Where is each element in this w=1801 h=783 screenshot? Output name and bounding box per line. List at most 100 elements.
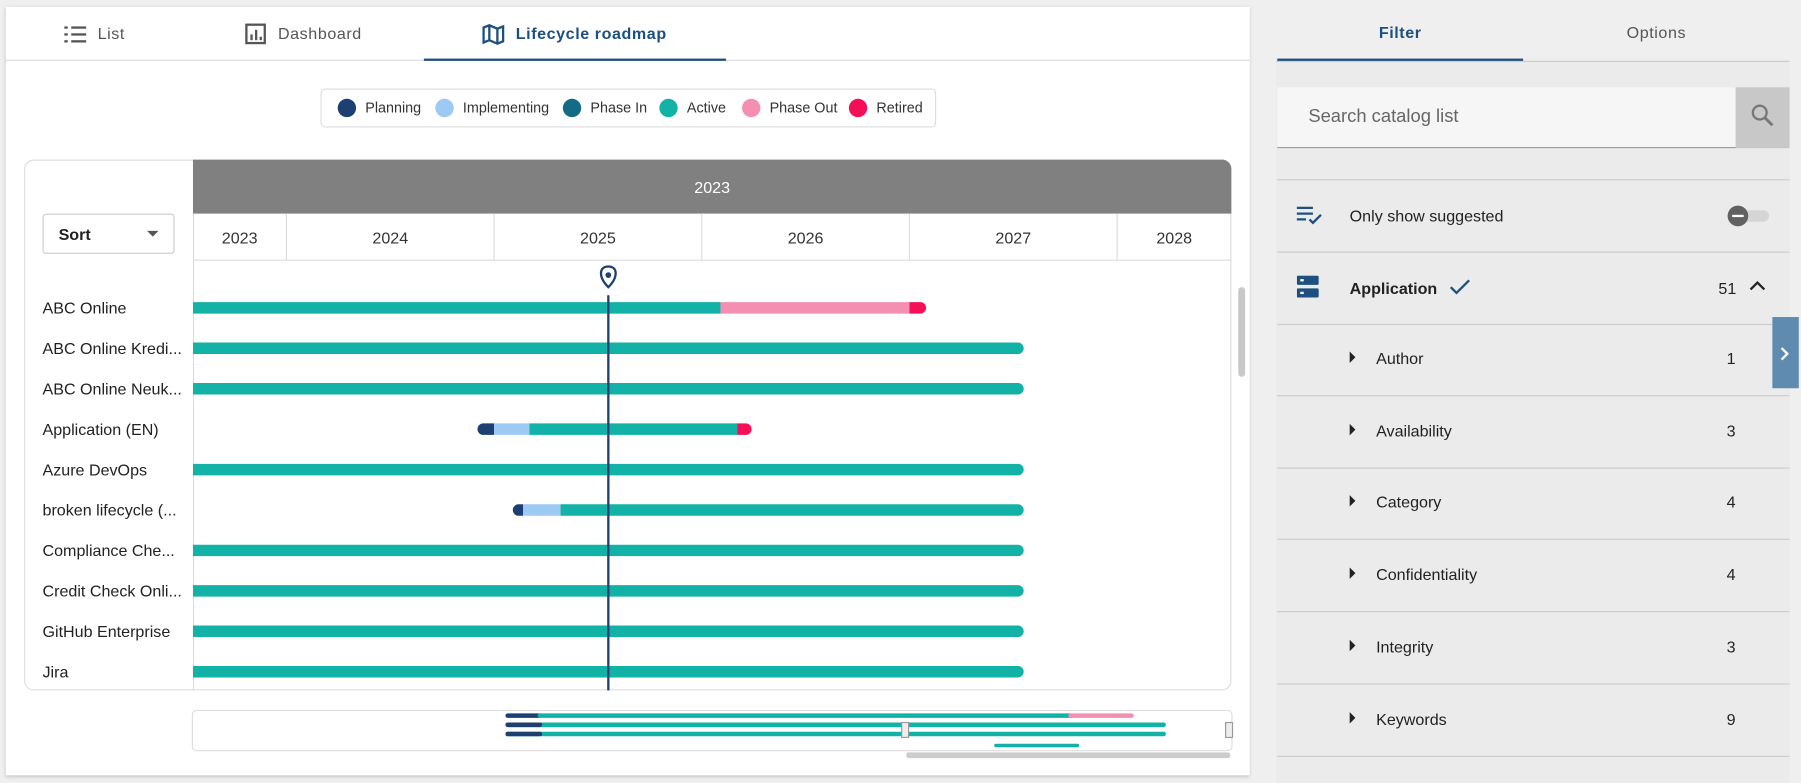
row-divider xyxy=(1277,251,1790,253)
legend-dot xyxy=(742,98,761,118)
year-label: 2027 xyxy=(995,230,1031,248)
roadmap: 2023 2024 2025 2026 2027 2028 ABC Online ABC On… xyxy=(43,213,1192,691)
suggested-label: Only show suggested xyxy=(1349,206,1504,226)
row-label: Credit Check Onli... xyxy=(43,583,182,601)
label-divider xyxy=(192,213,195,691)
row-divider xyxy=(1277,611,1790,613)
row-label: broken lifecycle (... xyxy=(43,502,177,520)
row-label: Application (EN) xyxy=(43,421,159,439)
today-pin xyxy=(599,265,617,289)
tab-underline xyxy=(423,58,726,61)
panel-tab[interactable]: Options xyxy=(1626,22,1687,42)
year-label: 2028 xyxy=(1156,230,1192,248)
group-count: 51 xyxy=(1718,279,1737,298)
facet-count: 4 xyxy=(1726,565,1736,584)
legend-label: Planning xyxy=(365,99,422,117)
year-label: 2025 xyxy=(580,230,616,248)
legend-dot xyxy=(435,98,454,118)
facet-label[interactable]: Availability xyxy=(1376,421,1452,440)
year-label: 2026 xyxy=(788,230,824,248)
check-icon xyxy=(1449,279,1470,295)
dropdown-arrow xyxy=(147,230,159,237)
today-pin-dot xyxy=(605,272,612,278)
tab-active[interactable]: Lifecycle roadmap xyxy=(515,24,667,43)
row-label: GitHub Enterprise xyxy=(43,623,171,641)
lifecycle-segment xyxy=(720,302,910,314)
expand-arrow[interactable] xyxy=(1349,711,1356,724)
row-divider xyxy=(1277,683,1790,685)
lifecycle-segment xyxy=(737,423,752,435)
lifecycle-segment xyxy=(529,423,738,435)
expand-arrow[interactable] xyxy=(1349,567,1356,580)
header-year: 2023 xyxy=(694,178,731,197)
row-divider xyxy=(1277,395,1790,397)
row-label: Jira xyxy=(43,663,69,681)
facet-count: 9 xyxy=(1726,709,1736,728)
facet-label[interactable]: Integrity xyxy=(1376,637,1434,656)
header-band xyxy=(192,159,1232,214)
facet-count: 3 xyxy=(1726,421,1736,440)
row-divider xyxy=(1277,323,1790,326)
row-divider xyxy=(1277,539,1790,541)
sort-label: Sort xyxy=(58,225,91,244)
dashboard-icon xyxy=(245,23,266,45)
minimap-bars xyxy=(505,713,1234,759)
lifecycle-segment xyxy=(494,423,530,435)
side-toggle-arrow xyxy=(1780,347,1789,361)
facet-count: 1 xyxy=(1726,349,1736,368)
legend-label: Retired xyxy=(876,99,923,117)
panel-tab-underline xyxy=(1277,58,1524,61)
year-label: 2023 xyxy=(222,230,258,248)
toggle[interactable] xyxy=(1725,203,1771,228)
search-box[interactable] xyxy=(1277,87,1736,149)
facet-count: 3 xyxy=(1726,637,1736,656)
row-label: ABC Online Neuk... xyxy=(43,380,182,398)
legend-label: Phase In xyxy=(590,99,648,117)
expand-arrow[interactable] xyxy=(1349,351,1356,363)
lifecycle-segment xyxy=(560,504,1024,516)
row-label: ABC Online Kredi... xyxy=(43,340,182,358)
legend-label: Implementing xyxy=(462,99,550,117)
facet-label[interactable]: Keywords xyxy=(1376,709,1447,728)
legend-dot xyxy=(848,98,868,118)
search-placeholder: Search catalog list xyxy=(1308,106,1459,127)
search-icon xyxy=(1751,104,1774,127)
panel-tab[interactable]: Filter xyxy=(1378,22,1422,42)
legend-label: Active xyxy=(686,99,727,117)
storage-icon xyxy=(1296,275,1319,298)
row-label: ABC Online xyxy=(43,300,127,318)
map-icon xyxy=(482,24,505,45)
row-label: Compliance Che... xyxy=(43,542,175,560)
sort-dropdown[interactable] xyxy=(42,213,175,254)
lifecycle-segment xyxy=(909,302,927,314)
panel-divider xyxy=(1276,60,1790,63)
expand-arrow[interactable] xyxy=(1349,639,1356,652)
facet-label[interactable]: Author xyxy=(1376,349,1424,368)
row-divider xyxy=(1277,755,1790,757)
legend-dot xyxy=(562,98,582,118)
lifecycle-segment xyxy=(192,302,721,314)
expand-arrow[interactable] xyxy=(1349,495,1356,508)
tab[interactable]: Dashboard xyxy=(277,24,362,43)
year-label: 2024 xyxy=(372,230,408,248)
suggest-icon xyxy=(1296,206,1322,225)
legend xyxy=(320,88,937,128)
expand-arrow[interactable] xyxy=(1349,423,1356,435)
row-divider xyxy=(1277,179,1790,181)
collapse-icon[interactable] xyxy=(1748,279,1766,293)
list-icon xyxy=(64,26,87,43)
scrollbar[interactable] xyxy=(1238,287,1246,377)
tab[interactable]: List xyxy=(97,24,125,43)
facet-label[interactable]: Category xyxy=(1376,493,1442,512)
lifecycle-segment xyxy=(477,423,495,435)
legend-dot xyxy=(337,98,357,118)
group-label[interactable]: Application xyxy=(1349,279,1438,298)
legend-label: Phase Out xyxy=(769,99,838,117)
year-divider xyxy=(192,259,1232,261)
row-divider xyxy=(1277,467,1790,469)
facet-label[interactable]: Confidentiality xyxy=(1376,565,1478,584)
lifecycle-segment xyxy=(512,504,524,516)
row-label: Azure DevOps xyxy=(43,461,148,479)
